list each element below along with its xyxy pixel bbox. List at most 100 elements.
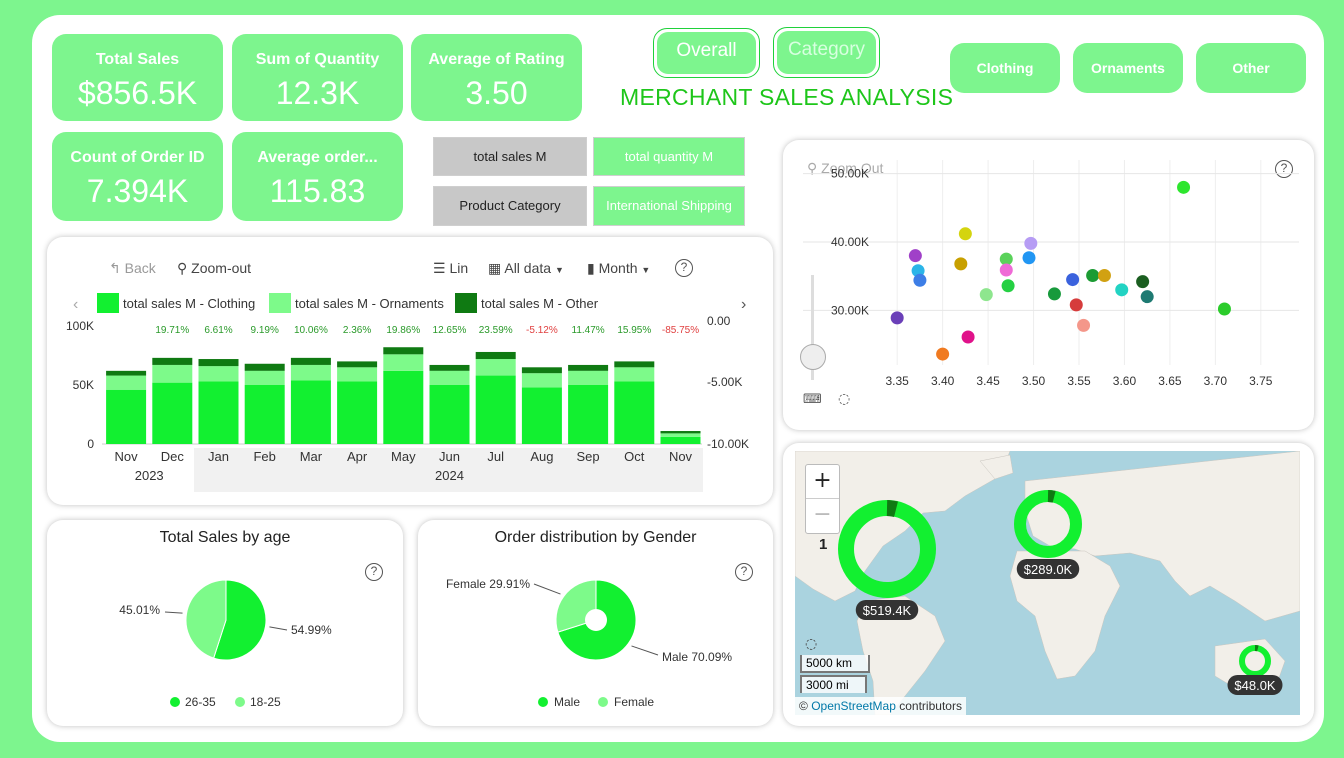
bar-segment <box>614 367 655 382</box>
slicer-clothing-button[interactable]: Clothing <box>950 43 1060 93</box>
slicer-ornaments-button[interactable]: Ornaments <box>1073 43 1183 93</box>
bar-segment <box>106 370 147 376</box>
bar-segment <box>383 354 424 371</box>
bar-segment <box>614 361 655 368</box>
pie-slice <box>213 579 267 661</box>
x-tick-label: 3.40 <box>931 374 955 388</box>
bar-segment <box>290 380 331 444</box>
bar-segment <box>568 364 609 371</box>
gender-donut-title: Order distribution by Gender <box>494 529 697 546</box>
kpi-value: 115.83 <box>269 173 366 209</box>
y2-tick-label: 0.00 <box>707 314 731 328</box>
kpi-label: Total Sales <box>95 51 180 68</box>
bar-segment <box>198 359 239 367</box>
bar-segment <box>660 431 701 434</box>
lasso-icon[interactable]: ◌ <box>838 391 851 407</box>
scatter-point <box>1001 279 1015 293</box>
slicer-other-button[interactable]: Other <box>1196 43 1306 93</box>
donut-hole <box>585 609 607 631</box>
y-tick-label: 30.00K <box>831 303 869 317</box>
bar-chart-panel: ↰ Back ⚲ Zoom-out ☰ Lin ▦ All data ▼ ▮ M… <box>47 237 773 505</box>
pie-data-label: Male 70.09% <box>662 650 732 664</box>
nav-overall-label: Overall <box>657 32 756 74</box>
year-label: 2024 <box>435 468 464 483</box>
bar-segment <box>337 361 378 368</box>
scatter-point <box>1140 290 1154 304</box>
x-tick-label: 3.65 <box>1158 374 1182 388</box>
legend-dot <box>538 697 548 707</box>
map-zoom-out-button[interactable]: − <box>813 502 832 527</box>
growth-label: -5.12% <box>526 325 558 336</box>
zoom-slider-track <box>811 275 814 380</box>
age-pie-title: Total Sales by age <box>159 529 291 546</box>
growth-label: 6.61% <box>204 325 232 336</box>
bar-segment <box>383 370 424 444</box>
bar-segment <box>475 351 516 360</box>
toggle-product-category-button[interactable]: Product Category <box>433 186 587 226</box>
help-icon[interactable]: ? <box>735 563 753 581</box>
list-icon: ☰ <box>433 260 446 276</box>
growth-label: 23.59% <box>479 325 513 336</box>
x-tick-label: 3.55 <box>1067 374 1091 388</box>
y-tick-label: 50K <box>73 378 94 392</box>
lasso-icon[interactable]: ◌ <box>805 636 818 652</box>
pie-slice <box>185 579 227 659</box>
scatter-zoom-out-button[interactable]: ⚲ Zoom Out <box>807 160 883 177</box>
zoom-out-button[interactable]: ⚲ Zoom-out <box>177 260 251 277</box>
scale-lin-button[interactable]: ☰ Lin <box>433 260 468 277</box>
bar-segment <box>568 385 609 444</box>
month-dropdown[interactable]: ▮ Month ▼ <box>587 260 650 277</box>
scatter-point <box>1177 180 1191 194</box>
toggle-total-quantity-button[interactable]: total quantity M <box>593 137 745 176</box>
pie-leader-line <box>631 645 659 656</box>
help-icon[interactable]: ? <box>365 563 383 581</box>
bar-segment <box>152 382 193 444</box>
help-icon[interactable]: ? <box>1275 160 1293 178</box>
map-bubble-label: $519.4K <box>863 603 912 618</box>
y-tick-label: 100K <box>66 319 94 333</box>
world-map[interactable]: $519.4K $289.0K $48.0K <box>795 451 1300 715</box>
age-pie-panel: Total Sales by age ? 54.99% 45.01% 26-35 18… <box>47 520 403 726</box>
bar-segment <box>383 347 424 355</box>
x-tick-label: Jun <box>439 449 460 464</box>
map-bubble-label-bg <box>1016 559 1080 579</box>
bar-segment <box>568 370 609 385</box>
kpi-sum-quantity: Sum of Quantity 12.3K <box>232 34 403 121</box>
map-attribution: © OpenStreetMap contributors <box>795 697 966 715</box>
x-tick-label: Nov <box>669 449 693 464</box>
legend-label: total sales M - Other <box>481 296 599 311</box>
bar-segment <box>244 370 285 385</box>
kpi-label: Average of Rating <box>428 51 565 68</box>
toggle-international-shipping-button[interactable]: International Shipping <box>593 186 745 226</box>
magnifier-icon: ⚲ <box>177 260 188 276</box>
y2-tick-label: -5.00K <box>707 375 742 389</box>
scatter-point <box>1077 318 1091 332</box>
legend-dot <box>235 697 245 707</box>
map-zoom-controls: + − <box>805 464 840 534</box>
scatter-point <box>979 288 993 302</box>
bar-segment <box>106 389 147 444</box>
bar-segment <box>521 367 562 374</box>
back-label: Back <box>124 260 156 276</box>
zoom-slider-handle[interactable] <box>800 344 826 370</box>
x-tick-label: Feb <box>253 449 275 464</box>
x-tick-label: Oct <box>624 449 645 464</box>
scatter-point <box>913 273 927 287</box>
osm-link[interactable]: OpenStreetMap <box>811 699 896 713</box>
all-data-dropdown[interactable]: ▦ All data ▼ <box>488 260 564 277</box>
legend-label: 26-35 <box>185 695 216 709</box>
keyboard-icon[interactable]: ⌨ <box>803 392 822 407</box>
attribution-prefix: © <box>799 699 808 713</box>
bar-segment <box>660 433 701 437</box>
back-button[interactable]: ↰ Back <box>109 260 156 277</box>
kpi-label: Average order... <box>257 149 378 166</box>
pie-data-label: 54.99% <box>291 623 332 637</box>
help-icon[interactable]: ? <box>675 259 693 277</box>
nav-overall-button[interactable]: Overall <box>653 28 760 78</box>
growth-label: 19.86% <box>386 325 420 336</box>
map-zoom-in-button[interactable]: + <box>806 465 839 499</box>
nav-category-button[interactable]: Category <box>773 27 880 78</box>
toggle-total-sales-button[interactable]: total sales M <box>433 137 587 176</box>
map-bubble-other-segment <box>886 500 898 518</box>
scatter-point <box>999 252 1013 266</box>
